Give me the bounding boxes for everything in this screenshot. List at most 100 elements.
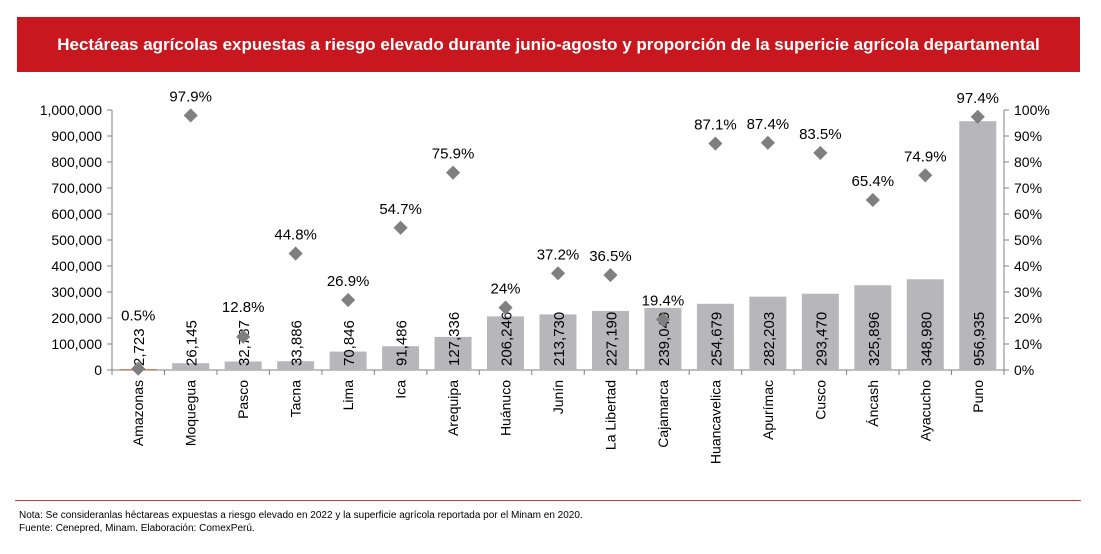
left-tick-label: 900,000 — [51, 128, 102, 144]
category-label: Tacna — [288, 380, 304, 418]
percent-label: 83.5% — [799, 126, 842, 143]
bar-Puno — [959, 121, 997, 370]
percent-label: 54.7% — [379, 201, 422, 218]
left-tick-label: 500,000 — [51, 232, 102, 248]
right-tick-label: 40% — [1014, 258, 1042, 274]
left-tick-label: 700,000 — [51, 180, 102, 196]
percent-label: 0.5% — [121, 307, 155, 324]
category-label: Pasco — [235, 380, 251, 419]
bar-value-label: 91,486 — [394, 320, 411, 366]
percent-label: 65.4% — [852, 173, 895, 190]
right-tick-label: 20% — [1014, 310, 1042, 326]
marker-Apurímac — [760, 135, 775, 150]
marker-Ayacucho — [918, 168, 933, 183]
category-label: Amazonas — [130, 380, 146, 446]
right-tick-label: 100% — [1014, 102, 1050, 118]
percent-label: 74.9% — [904, 148, 947, 165]
footer-source: Fuente: Cenepred, Minam. Elaboración: Co… — [19, 523, 255, 534]
category-label: Ayacucho — [917, 380, 933, 441]
bar-value-label: 293,470 — [813, 312, 830, 366]
left-tick-label: 200,000 — [51, 310, 102, 326]
category-label: Puno — [970, 380, 986, 413]
marker-Puno — [970, 109, 985, 124]
category-label: Ica — [393, 380, 409, 399]
marker-Junín — [550, 266, 566, 281]
marker-Ica — [393, 220, 408, 235]
bar-La Libertad — [591, 310, 629, 370]
percent-label: 36.5% — [589, 248, 632, 265]
percent-label: 97.4% — [956, 90, 999, 107]
category-label: Junín — [550, 380, 566, 414]
bar-value-label: 325,896 — [866, 312, 883, 366]
right-tick-label: 70% — [1014, 180, 1042, 196]
left-tick-label: 300,000 — [51, 284, 102, 300]
bar-Ayacucho — [906, 279, 944, 370]
chart-svg: 0 100,000 200,000 300,000 400,000 500,000 600,… — [40, 88, 1050, 464]
percent-label: 87.4% — [747, 116, 790, 133]
category-label: Lima — [340, 380, 356, 411]
bar-Ica — [382, 346, 420, 370]
bar-Arequipa — [434, 336, 472, 370]
bar-value-label: 70,846 — [341, 320, 358, 366]
right-tick-label: 90% — [1014, 128, 1042, 144]
bar-Áncash — [854, 285, 892, 370]
right-tick-label: 60% — [1014, 206, 1042, 222]
marker-Huancavelica — [708, 136, 723, 151]
bar-value-label: 348,980 — [918, 312, 935, 366]
marker-La Libertad — [603, 268, 618, 283]
percent-label: 97.9% — [169, 88, 212, 105]
footer-note: Nota: Se consideranlas héctareas expuest… — [19, 510, 583, 521]
percent-label: 12.8% — [222, 299, 265, 316]
right-tick-label: 50% — [1014, 232, 1042, 248]
bar-value-label: 239,049 — [656, 312, 673, 366]
bar-Huánuco — [487, 316, 525, 370]
percent-label: 37.2% — [537, 246, 580, 263]
category-label: Cajamarca — [655, 380, 671, 448]
right-tick-label: 80% — [1014, 154, 1042, 170]
chart-title: Hectáreas agrícolas expuestas a riesgo e… — [17, 17, 1080, 72]
category-label: Apurímac — [760, 380, 776, 440]
marker-Lima — [341, 292, 356, 308]
bar-Junín — [539, 314, 577, 370]
bar-value-label: 32,787 — [236, 320, 253, 366]
marker-Arequipa — [445, 165, 461, 180]
bar-Cusco — [801, 293, 839, 370]
left-tick-label: 600,000 — [51, 206, 102, 222]
percent-label: 44.8% — [274, 227, 317, 244]
right-tick-label: 10% — [1014, 336, 1042, 352]
marker-Amazonas — [131, 361, 146, 376]
bar-value-label: 33,886 — [289, 320, 306, 366]
marker-Áncash — [865, 192, 880, 208]
bar-Tacna — [277, 361, 315, 370]
category-label: Áncash — [865, 380, 881, 427]
right-tick-label: 30% — [1014, 284, 1042, 300]
bar-value-label: 254,679 — [708, 312, 725, 366]
bar-Pasco — [224, 361, 262, 370]
bar-value-label: 213,730 — [551, 312, 568, 366]
bar-value-label: 26,145 — [184, 320, 201, 366]
marker-Cajamarca — [655, 312, 671, 327]
marker-Huánuco — [498, 300, 513, 315]
percent-label: 24% — [491, 281, 521, 298]
category-label: La Libertad — [602, 380, 618, 450]
left-tick-label: 100,000 — [51, 336, 102, 352]
category-label: Cusco — [812, 380, 828, 420]
percent-label: 26.9% — [327, 273, 370, 290]
left-tick-label: 400,000 — [51, 258, 102, 274]
bar-value-label: 2,723 — [131, 328, 148, 366]
percent-label: 75.9% — [432, 146, 475, 163]
left-tick-label: 800,000 — [51, 154, 102, 170]
right-tick-label: 0% — [1014, 362, 1034, 378]
marker-Cusco — [813, 145, 828, 160]
category-label: Huánuco — [498, 380, 514, 436]
marker-Moquegua — [183, 108, 198, 123]
bar-Apurímac — [749, 296, 787, 370]
marker-Tacna — [288, 246, 303, 261]
footer-divider — [15, 500, 1081, 501]
bar-value-label: 127,336 — [446, 312, 463, 366]
category-label: Arequipa — [445, 380, 461, 436]
bar-Huancavelica — [696, 303, 734, 370]
left-tick-label: 1,000,000 — [40, 102, 102, 118]
category-label: Moquegua — [183, 380, 199, 446]
